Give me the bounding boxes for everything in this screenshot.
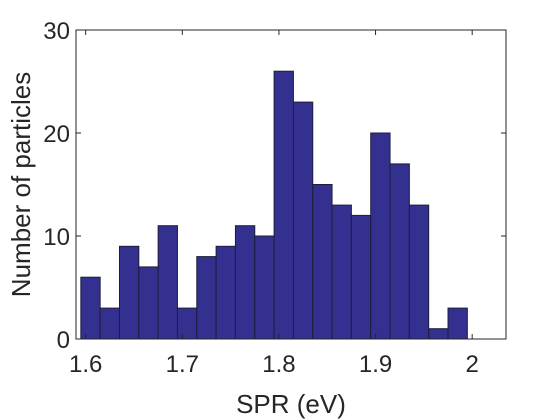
histogram-bar xyxy=(99,307,120,340)
plot-frame xyxy=(75,29,507,340)
x-tick-label: 1.7 xyxy=(166,351,199,378)
histogram-bar xyxy=(447,307,468,340)
y-tick-label: 30 xyxy=(43,18,70,45)
y-tick-label: 10 xyxy=(43,224,70,251)
histogram-bar xyxy=(428,328,449,340)
histogram-bar xyxy=(370,132,391,340)
histogram-bar xyxy=(312,184,333,340)
y-tick-label: 20 xyxy=(43,121,70,148)
histogram-bar xyxy=(118,245,140,340)
x-tick-label: 1.9 xyxy=(359,351,392,378)
histogram-bar xyxy=(215,245,236,340)
histogram-bar xyxy=(331,204,352,340)
x-tick-label: 1.8 xyxy=(262,351,295,378)
histogram-bar xyxy=(234,225,256,340)
histogram-bar xyxy=(157,225,178,340)
histogram-bar xyxy=(408,204,430,340)
histogram-bar xyxy=(254,235,275,340)
histogram-bar xyxy=(350,214,372,340)
histogram-bar xyxy=(138,266,159,340)
y-axis-title: Number of particles xyxy=(6,72,36,297)
histogram-bar xyxy=(196,256,217,340)
x-axis-title: SPR (eV) xyxy=(236,389,346,419)
histogram-bar xyxy=(292,101,314,340)
histogram-bar xyxy=(273,70,294,340)
histogram-bar xyxy=(176,307,198,340)
x-tick-label: 1.6 xyxy=(69,351,102,378)
bars-group xyxy=(80,70,468,340)
histogram-bar xyxy=(80,276,101,340)
x-tick-label: 2 xyxy=(466,351,479,378)
y-tick-label: 0 xyxy=(57,327,70,354)
histogram-bar xyxy=(389,163,410,340)
